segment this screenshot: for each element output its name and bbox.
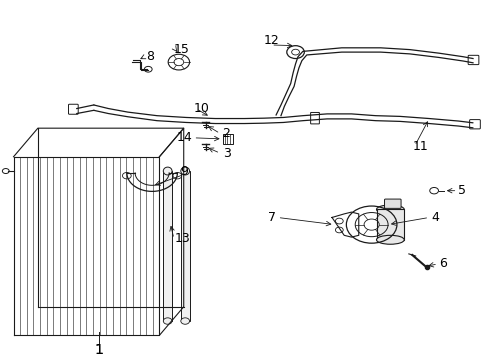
Text: 2: 2	[222, 127, 230, 140]
Ellipse shape	[163, 318, 172, 324]
FancyBboxPatch shape	[384, 199, 400, 208]
Bar	[163, 171, 172, 321]
Ellipse shape	[181, 318, 189, 324]
Text: 1: 1	[94, 343, 103, 357]
FancyBboxPatch shape	[310, 112, 319, 124]
Text: 4: 4	[431, 211, 439, 224]
FancyBboxPatch shape	[68, 104, 78, 114]
Bar	[376, 210, 404, 240]
Text: 7: 7	[267, 211, 276, 224]
Text: 10: 10	[193, 102, 209, 115]
Bar	[222, 134, 233, 144]
Text: 15: 15	[174, 43, 189, 56]
Ellipse shape	[163, 167, 172, 175]
FancyBboxPatch shape	[467, 55, 478, 64]
Ellipse shape	[181, 167, 189, 175]
Text: 9: 9	[180, 165, 187, 177]
Bar	[181, 171, 189, 321]
Text: 12: 12	[263, 34, 279, 47]
Text: 8: 8	[146, 50, 154, 63]
Text: 13: 13	[175, 233, 190, 246]
Text: 5: 5	[458, 184, 466, 197]
Text: 11: 11	[411, 140, 427, 153]
Text: 6: 6	[438, 257, 446, 270]
FancyBboxPatch shape	[468, 120, 479, 129]
Ellipse shape	[376, 205, 404, 214]
Text: 14: 14	[176, 131, 192, 144]
Text: 1: 1	[94, 343, 103, 357]
Text: 3: 3	[222, 147, 230, 160]
Ellipse shape	[376, 235, 404, 244]
